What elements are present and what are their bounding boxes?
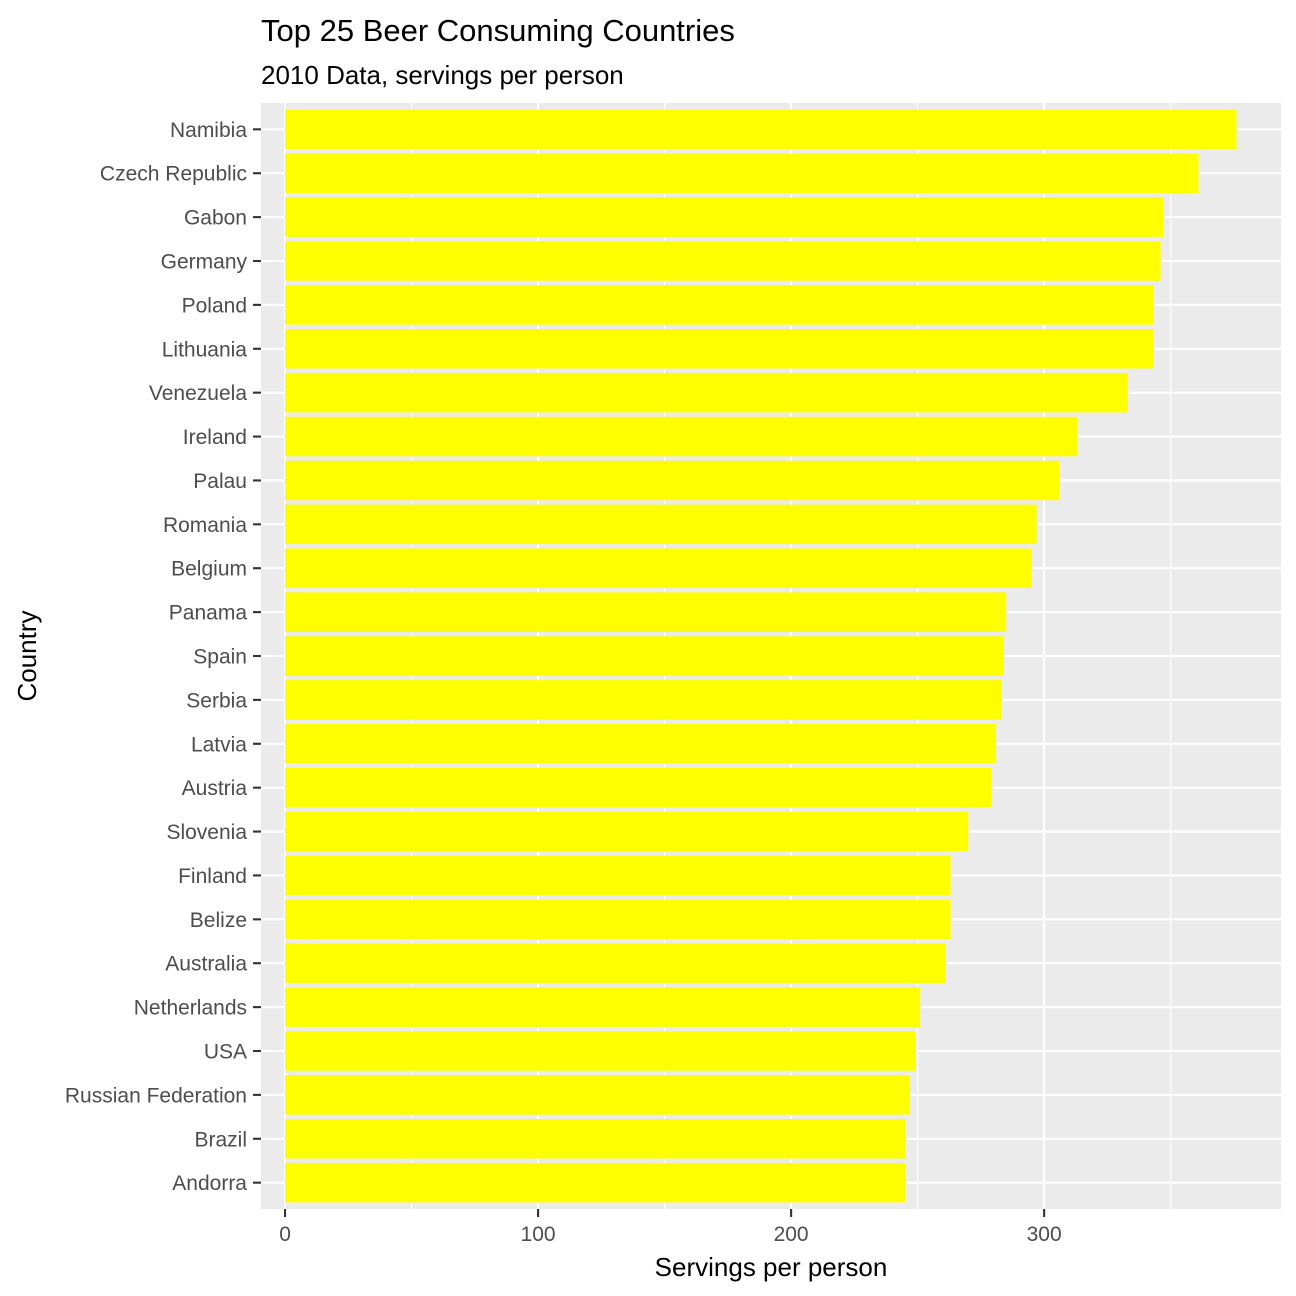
bar	[285, 416, 1078, 457]
y-tick-label: Netherlands	[134, 997, 247, 1020]
y-tick-label: USA	[204, 1041, 247, 1064]
bar	[285, 855, 951, 896]
x-tick-label: 200	[774, 1223, 809, 1246]
bar	[285, 1075, 911, 1115]
bar	[285, 943, 946, 983]
y-tick-label: Austria	[182, 777, 248, 800]
y-axis: Namibia Czech Republic Gabon Germany Poland L…	[65, 119, 261, 1195]
bar	[285, 460, 1060, 501]
y-tick-label: Namibia	[170, 119, 247, 142]
bar	[285, 548, 1032, 588]
bar	[285, 241, 1161, 281]
y-tick-label: Australia	[165, 953, 247, 976]
bar	[285, 1119, 905, 1159]
y-tick-label: Poland	[182, 294, 247, 317]
y-tick-label: Brazil	[194, 1128, 247, 1151]
x-axis: 0 100 200 300	[279, 1209, 1062, 1246]
y-tick-label: Lithuania	[162, 338, 248, 361]
bars	[285, 109, 1237, 1203]
bar	[285, 767, 992, 808]
y-tick-label: Belize	[190, 909, 247, 932]
bar	[285, 899, 951, 940]
y-tick-label: Palau	[193, 470, 247, 493]
chart-title: Top 25 Beer Consuming Countries	[261, 13, 735, 48]
bar	[285, 680, 1002, 720]
y-tick-label: Serbia	[186, 689, 247, 712]
y-tick-label: Russian Federation	[65, 1084, 247, 1107]
bar	[285, 1162, 905, 1203]
y-tick-label: Slovenia	[166, 821, 247, 844]
chart-subtitle: 2010 Data, servings per person	[261, 60, 624, 90]
x-tick-label: 0	[279, 1223, 291, 1246]
bar	[285, 636, 1004, 676]
y-tick-label: Germany	[161, 251, 248, 274]
y-tick-label: Gabon	[184, 207, 247, 230]
bar	[285, 811, 969, 852]
y-tick-label: Venezuela	[149, 382, 247, 405]
y-axis-title: Country	[12, 610, 42, 701]
bar	[285, 592, 1007, 632]
y-tick-label: Ireland	[183, 426, 247, 449]
y-tick-label: Latvia	[191, 733, 247, 756]
bar	[285, 987, 921, 1027]
bar	[285, 197, 1164, 237]
bar	[285, 504, 1037, 545]
x-tick-label: 300	[1027, 1223, 1062, 1246]
y-tick-label: Romania	[163, 514, 247, 537]
bar	[285, 285, 1153, 325]
x-axis-title: Servings per person	[655, 1252, 888, 1282]
y-tick-label: Finland	[178, 865, 247, 888]
bar	[285, 372, 1128, 413]
bar	[285, 329, 1153, 369]
bar	[285, 1031, 916, 1071]
y-tick-label: Spain	[193, 646, 247, 669]
bar	[285, 153, 1199, 193]
y-tick-label: Czech Republic	[100, 163, 247, 186]
y-tick-label: Andorra	[172, 1172, 247, 1195]
bar	[285, 109, 1237, 150]
y-tick-label: Belgium	[171, 558, 247, 581]
y-tick-label: Panama	[169, 602, 248, 625]
bar	[285, 724, 997, 764]
x-tick-label: 100	[521, 1223, 556, 1246]
